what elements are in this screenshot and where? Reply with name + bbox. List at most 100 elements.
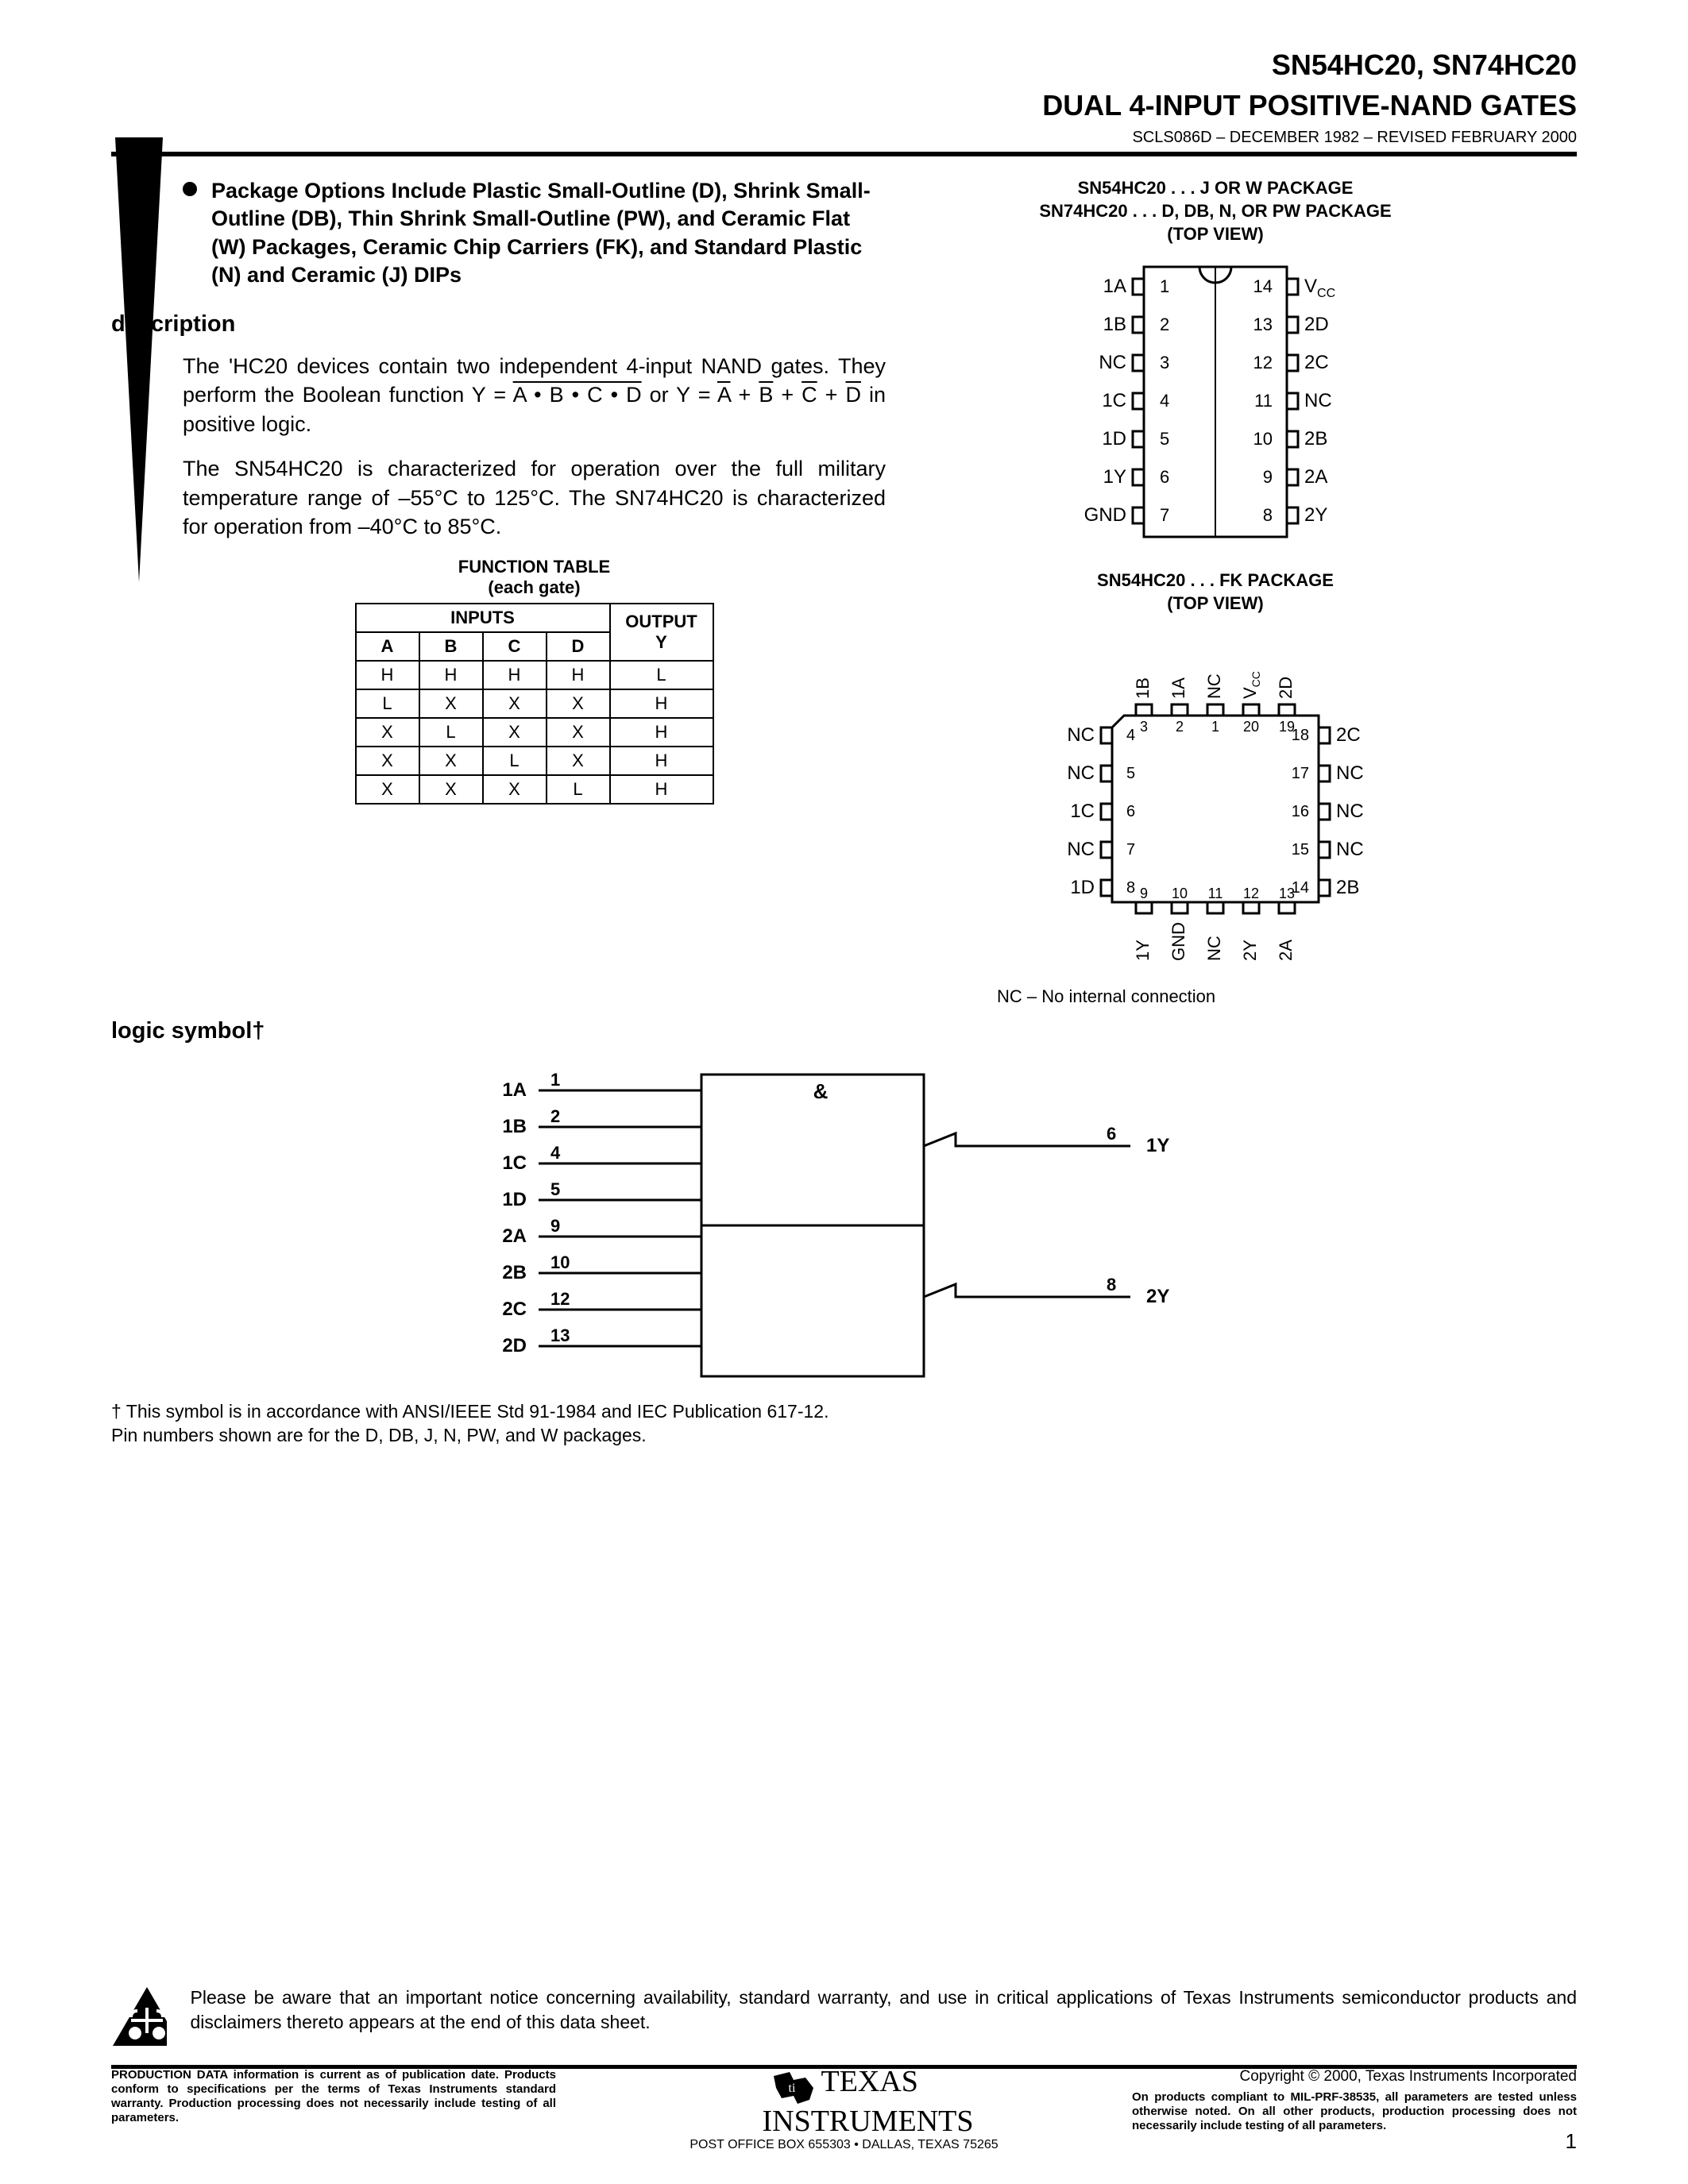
svg-text:8: 8 <box>1126 879 1135 897</box>
header-rule <box>111 152 1577 156</box>
svg-text:16: 16 <box>1292 803 1309 820</box>
notice-block: Please be aware that an important notice… <box>111 1985 1577 2049</box>
table-cell: H <box>610 718 713 747</box>
c-bar: C <box>802 383 817 407</box>
svg-text:9: 9 <box>1140 886 1148 901</box>
table-cell: H <box>483 661 547 689</box>
fk-title: SN54HC20 . . . FK PACKAGE (TOP VIEW) <box>917 569 1513 615</box>
footer-row: PRODUCTION DATA information is current a… <box>111 2068 1577 2152</box>
dip-t1: SN54HC20 . . . J OR W PACKAGE <box>1078 178 1354 198</box>
right-column: SN54HC20 . . . J OR W PACKAGE SN74HC20 .… <box>917 177 1513 1007</box>
svg-text:GND: GND <box>1168 922 1188 961</box>
svg-text:2C: 2C <box>1304 352 1329 373</box>
svg-text:1C: 1C <box>1102 390 1126 411</box>
dip-title: SN54HC20 . . . J OR W PACKAGE SN74HC20 .… <box>917 177 1513 245</box>
svg-text:13: 13 <box>1253 314 1273 334</box>
svg-text:NC: NC <box>1099 352 1126 373</box>
table-cell: X <box>356 718 419 747</box>
table-cell: X <box>483 718 547 747</box>
table-cell: X <box>547 689 610 718</box>
table-cell: X <box>483 775 547 804</box>
svg-text:15: 15 <box>1292 841 1309 859</box>
svg-text:8: 8 <box>1107 1275 1116 1295</box>
svg-text:2Y: 2Y <box>1304 504 1327 526</box>
svg-text:20: 20 <box>1243 719 1259 735</box>
svg-text:VCC: VCC <box>1240 671 1262 699</box>
feature-bullet-row: Package Options Include Plastic Small-Ou… <box>183 177 886 288</box>
b-bar: B <box>759 383 773 407</box>
svg-text:1B: 1B <box>1133 677 1153 699</box>
compliance-note: On products compliant to MIL-PRF-38535, … <box>1132 2090 1577 2133</box>
logic-symbol-heading: logic symbol† <box>111 1018 1577 1044</box>
ti-map-icon: ti <box>770 2068 817 2108</box>
desc-p1b: or Y = <box>642 383 717 407</box>
fk-t1: SN54HC20 . . . FK PACKAGE <box>1097 570 1334 590</box>
svg-text:19: 19 <box>1279 719 1295 735</box>
svg-text:2C: 2C <box>502 1298 527 1320</box>
logic-footnote: † This symbol is in accordance with ANSI… <box>111 1400 1577 1448</box>
svg-text:10: 10 <box>550 1252 570 1272</box>
svg-text:NC: NC <box>1067 839 1095 860</box>
svg-text:VCC: VCC <box>1304 276 1335 300</box>
svg-text:NC: NC <box>1336 762 1364 784</box>
svg-text:3: 3 <box>1140 719 1148 735</box>
fk-tv: (TOP VIEW) <box>1167 593 1263 613</box>
table-cell: H <box>610 689 713 718</box>
description-p1: The 'HC20 devices contain two independen… <box>183 352 886 438</box>
svg-text:2Y: 2Y <box>1146 1286 1169 1307</box>
svg-text:1: 1 <box>550 1070 560 1090</box>
svg-text:1B: 1B <box>502 1116 527 1137</box>
nc-note: NC – No internal connection <box>997 986 1513 1007</box>
output-header: OUTPUT Y <box>610 604 713 661</box>
svg-text:12: 12 <box>550 1289 570 1309</box>
inputs-header: INPUTS <box>356 604 610 632</box>
table-cell: X <box>547 747 610 775</box>
svg-text:NC: NC <box>1204 673 1224 699</box>
table-cell: X <box>419 775 483 804</box>
svg-text:5: 5 <box>1126 765 1135 782</box>
formula-abcd: A • B • C • D <box>513 383 642 407</box>
svg-text:6: 6 <box>1107 1124 1116 1144</box>
svg-text:2: 2 <box>1176 719 1184 735</box>
page-title: DUAL 4-INPUT POSITIVE-NAND GATES <box>111 88 1577 122</box>
table-cell: L <box>547 775 610 804</box>
table-cell: X <box>419 689 483 718</box>
svg-text:11: 11 <box>1254 391 1273 411</box>
dip-pinout-diagram: 11A14VCC21B132D3NC122C41C11NC51D102B61Y9… <box>1049 255 1382 549</box>
table-cell: H <box>356 661 419 689</box>
logic-symbol-diagram: & 1A11B21C41D52A92B102C122D1361Y82Y <box>368 1059 1321 1392</box>
svg-text:2C: 2C <box>1336 724 1361 746</box>
svg-text:1A: 1A <box>1103 276 1126 297</box>
svg-text:1B: 1B <box>1103 314 1126 335</box>
description-heading: description <box>111 311 886 338</box>
table-cell: H <box>610 775 713 804</box>
ti-instruments: INSTRUMENTS <box>762 2105 973 2138</box>
ti-address: POST OFFICE BOX 655303 • DALLAS, TEXAS 7… <box>689 2138 998 2152</box>
table-cell: X <box>547 718 610 747</box>
svg-text:2: 2 <box>550 1106 560 1126</box>
svg-text:NC: NC <box>1204 936 1224 961</box>
datasheet-page: SN54HC20, SN74HC20 DUAL 4-INPUT POSITIVE… <box>0 0 1688 2184</box>
svg-text:12: 12 <box>1253 353 1273 372</box>
col-b: B <box>419 632 483 661</box>
part-number: SN54HC20, SN74HC20 <box>111 48 1577 82</box>
svg-text:1A: 1A <box>502 1079 527 1101</box>
table-cell: L <box>610 661 713 689</box>
out-lbl: OUTPUT <box>625 612 697 631</box>
svg-text:2B: 2B <box>502 1262 527 1283</box>
svg-text:1: 1 <box>1160 276 1169 296</box>
ft-cap1: FUNCTION TABLE <box>458 557 610 577</box>
svg-text:2B: 2B <box>1336 877 1359 898</box>
svg-text:5: 5 <box>1160 429 1169 449</box>
notice-text: Please be aware that an important notice… <box>191 1985 1578 2035</box>
svg-text:7: 7 <box>1126 841 1135 859</box>
svg-text:5: 5 <box>550 1179 560 1199</box>
svg-text:NC: NC <box>1067 762 1095 784</box>
doc-revision: SCLS086D – DECEMBER 1982 – REVISED FEBRU… <box>111 129 1577 147</box>
svg-text:NC: NC <box>1336 839 1364 860</box>
svg-text:2A: 2A <box>502 1225 527 1247</box>
svg-text:9: 9 <box>1263 467 1273 487</box>
svg-text:NC: NC <box>1304 390 1332 411</box>
logic-symbol-wrap: & 1A11B21C41D52A92B102C122D1361Y82Y <box>111 1059 1577 1392</box>
page-number: 1 <box>1566 2129 1577 2154</box>
